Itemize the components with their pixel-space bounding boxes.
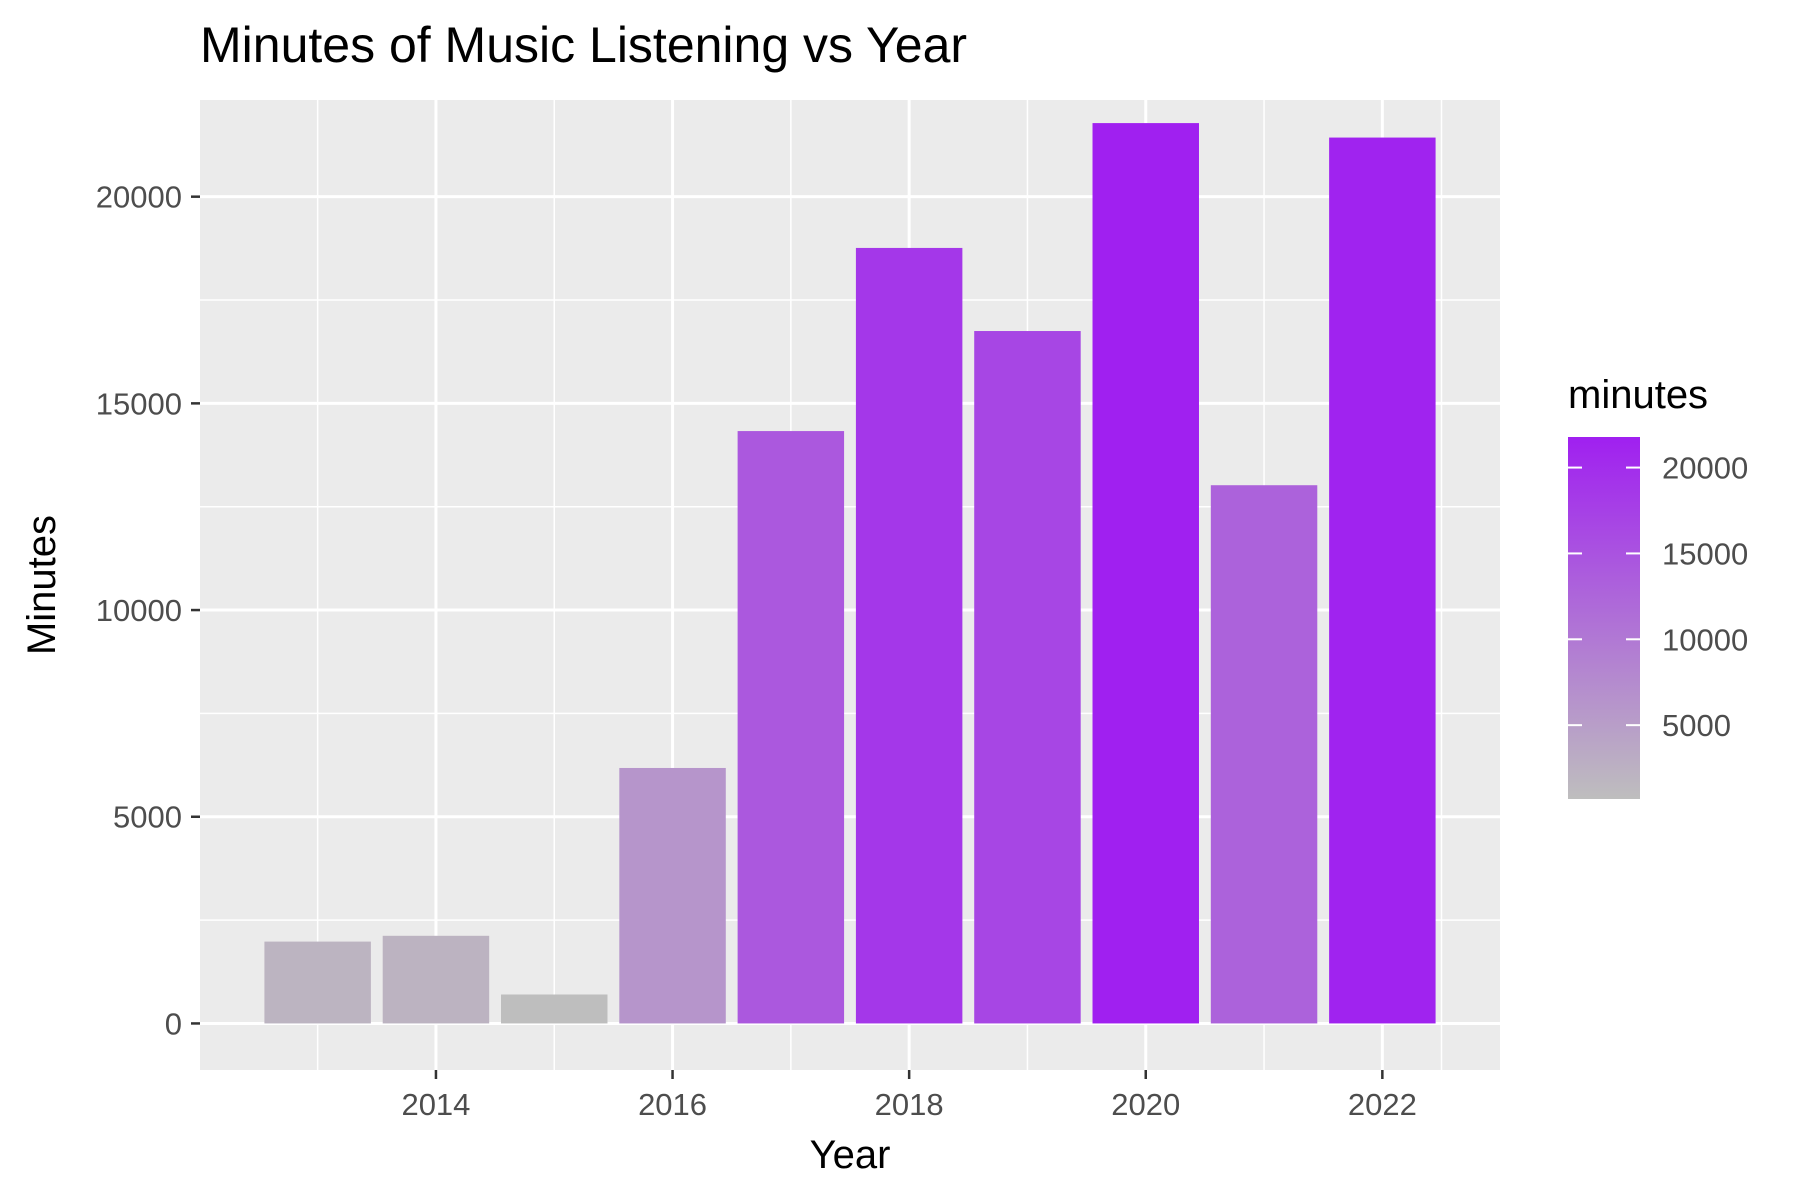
x-tick-label: 2020 [1111, 1087, 1180, 1122]
chart-title: Minutes of Music Listening vs Year [200, 17, 967, 73]
x-tick-label: 2014 [401, 1087, 470, 1122]
bar-2017 [737, 431, 845, 1024]
y-tick-label: 15000 [96, 386, 182, 421]
legend-tick-label: 20000 [1662, 451, 1748, 486]
bar-2020 [1092, 123, 1199, 1024]
bar-2016 [619, 767, 726, 1024]
legend-ticks: 5000 10000 15000 20000 [1568, 451, 1748, 743]
x-axis: 2014 2016 2018 2020 2022 [401, 1070, 1417, 1122]
bar-2021 [1210, 485, 1318, 1024]
y-tick-label: 0 [165, 1006, 182, 1041]
y-tick-label: 10000 [96, 593, 182, 628]
legend-title: minutes [1568, 373, 1708, 417]
bar-2013 [264, 941, 371, 1024]
legend-tick-label: 10000 [1662, 622, 1748, 657]
y-tick-label: 5000 [113, 800, 182, 835]
bar-2022 [1329, 137, 1436, 1024]
x-tick-label: 2022 [1348, 1087, 1417, 1122]
bars [264, 123, 1436, 1024]
bar-2014 [382, 935, 490, 1024]
bar-2015 [501, 994, 608, 1024]
bar-2018 [855, 247, 963, 1024]
y-tick-label: 20000 [96, 180, 182, 215]
x-tick-label: 2016 [638, 1087, 707, 1122]
x-tick-label: 2018 [875, 1087, 944, 1122]
x-axis-title: Year [810, 1133, 891, 1177]
y-axis-title: Minutes [20, 515, 64, 655]
y-axis: 0 5000 10000 15000 20000 [96, 180, 200, 1041]
legend-colorbar [1568, 437, 1640, 799]
bar-2019 [974, 331, 1081, 1024]
legend-tick-label: 5000 [1662, 708, 1731, 743]
legend: minutes 5000 10000 15000 20000 [1568, 373, 1748, 799]
legend-tick-label: 15000 [1662, 536, 1748, 571]
